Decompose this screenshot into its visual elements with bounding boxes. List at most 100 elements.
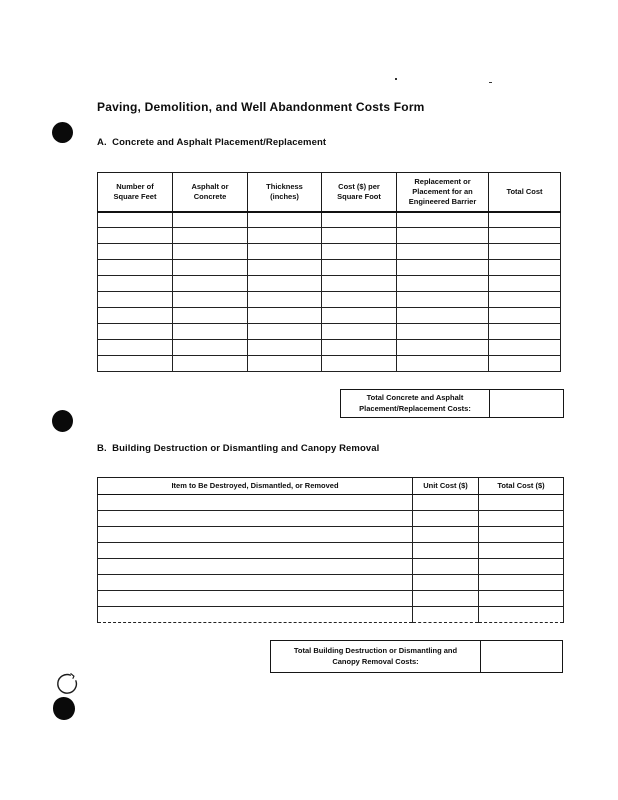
total-value-cell <box>489 390 563 417</box>
empty-cell <box>172 307 248 324</box>
empty-cell <box>396 323 489 340</box>
table-row <box>97 275 561 292</box>
empty-cell <box>321 339 397 356</box>
empty-cell <box>412 606 479 623</box>
table-header-row: Item to Be Destroyed, Dismantled, or Rem… <box>97 477 564 495</box>
table-row <box>97 494 564 511</box>
column-header: Replacement or Placement for an Engineer… <box>396 172 489 213</box>
empty-cell <box>247 339 322 356</box>
empty-cell <box>247 243 322 260</box>
table-row <box>97 211 561 228</box>
table-row <box>97 574 564 591</box>
empty-cell <box>247 307 322 324</box>
empty-cell <box>321 243 397 260</box>
empty-cell <box>247 323 322 340</box>
empty-cell <box>321 259 397 276</box>
empty-cell <box>488 243 561 260</box>
empty-cell <box>478 510 564 527</box>
table-row <box>97 307 561 324</box>
empty-cell <box>321 227 397 244</box>
empty-cell <box>396 243 489 260</box>
empty-cell <box>247 211 322 228</box>
total-label: Total Concrete and Asphalt Placement/Rep… <box>359 393 471 413</box>
table-row <box>97 526 564 543</box>
empty-cell <box>488 259 561 276</box>
form-title: Paving, Demolition, and Well Abandonment… <box>97 100 425 114</box>
punch-hole-dot <box>52 122 73 143</box>
empty-cell <box>396 275 489 292</box>
empty-cell <box>97 494 413 511</box>
punch-hole-dot <box>52 410 73 432</box>
empty-cell <box>396 339 489 356</box>
section-b-totals-box: Total Building Destruction or Dismantlin… <box>270 640 563 673</box>
column-header: Number of Square Feet <box>97 172 173 213</box>
empty-cell <box>97 291 173 308</box>
empty-cell <box>488 291 561 308</box>
ink-speck <box>395 78 397 80</box>
empty-cell <box>97 243 173 260</box>
empty-cell <box>478 574 564 591</box>
empty-cell <box>172 339 248 356</box>
table-row <box>97 227 561 244</box>
empty-cell <box>321 355 397 372</box>
total-value-cell <box>480 641 562 672</box>
table-row <box>97 243 561 260</box>
column-header: Unit Cost ($) <box>412 477 479 495</box>
empty-cell <box>97 542 413 559</box>
empty-cell <box>172 259 248 276</box>
empty-cell <box>412 590 479 607</box>
empty-cell <box>97 590 413 607</box>
table-row <box>97 606 564 623</box>
empty-cell <box>97 606 413 623</box>
empty-cell <box>97 227 173 244</box>
empty-cell <box>172 323 248 340</box>
empty-cell <box>321 323 397 340</box>
empty-cell <box>396 307 489 324</box>
table-row <box>97 339 561 356</box>
table-row <box>97 291 561 308</box>
empty-cell <box>172 355 248 372</box>
empty-cell <box>321 291 397 308</box>
empty-cell <box>478 606 564 623</box>
empty-cell <box>321 307 397 324</box>
empty-cell <box>172 243 248 260</box>
empty-cell <box>97 574 413 591</box>
empty-cell <box>172 291 248 308</box>
empty-cell <box>97 307 173 324</box>
section-b-heading: B. Building Destruction or Dismantling a… <box>97 443 380 454</box>
empty-cell <box>97 211 173 228</box>
empty-cell <box>172 227 248 244</box>
pen-circle-mark <box>57 673 78 694</box>
empty-cell <box>172 211 248 228</box>
column-header: Item to Be Destroyed, Dismantled, or Rem… <box>97 477 413 495</box>
empty-cell <box>321 275 397 292</box>
table-header-row: Number of Square Feet Asphalt or Concret… <box>97 172 561 213</box>
empty-cell <box>247 227 322 244</box>
table-row <box>97 558 564 575</box>
empty-cell <box>488 227 561 244</box>
empty-cell <box>488 307 561 324</box>
empty-cell <box>97 355 173 372</box>
empty-cell <box>488 339 561 356</box>
section-a-totals-box: Total Concrete and Asphalt Placement/Rep… <box>340 389 564 418</box>
empty-cell <box>478 494 564 511</box>
empty-cell <box>396 227 489 244</box>
building-destruction-table: Item to Be Destroyed, Dismantled, or Rem… <box>97 477 564 623</box>
table-row <box>97 510 564 527</box>
empty-cell <box>412 526 479 543</box>
empty-cell <box>488 323 561 340</box>
column-header: Total Cost ($) <box>478 477 564 495</box>
ink-speck <box>489 82 492 83</box>
empty-cell <box>478 526 564 543</box>
table-row <box>97 590 564 607</box>
empty-cell <box>488 275 561 292</box>
column-header: Asphalt or Concrete <box>172 172 248 213</box>
empty-cell <box>488 211 561 228</box>
empty-cell <box>412 574 479 591</box>
table-row <box>97 259 561 276</box>
empty-cell <box>97 339 173 356</box>
table-row <box>97 542 564 559</box>
empty-cell <box>478 590 564 607</box>
empty-cell <box>172 275 248 292</box>
